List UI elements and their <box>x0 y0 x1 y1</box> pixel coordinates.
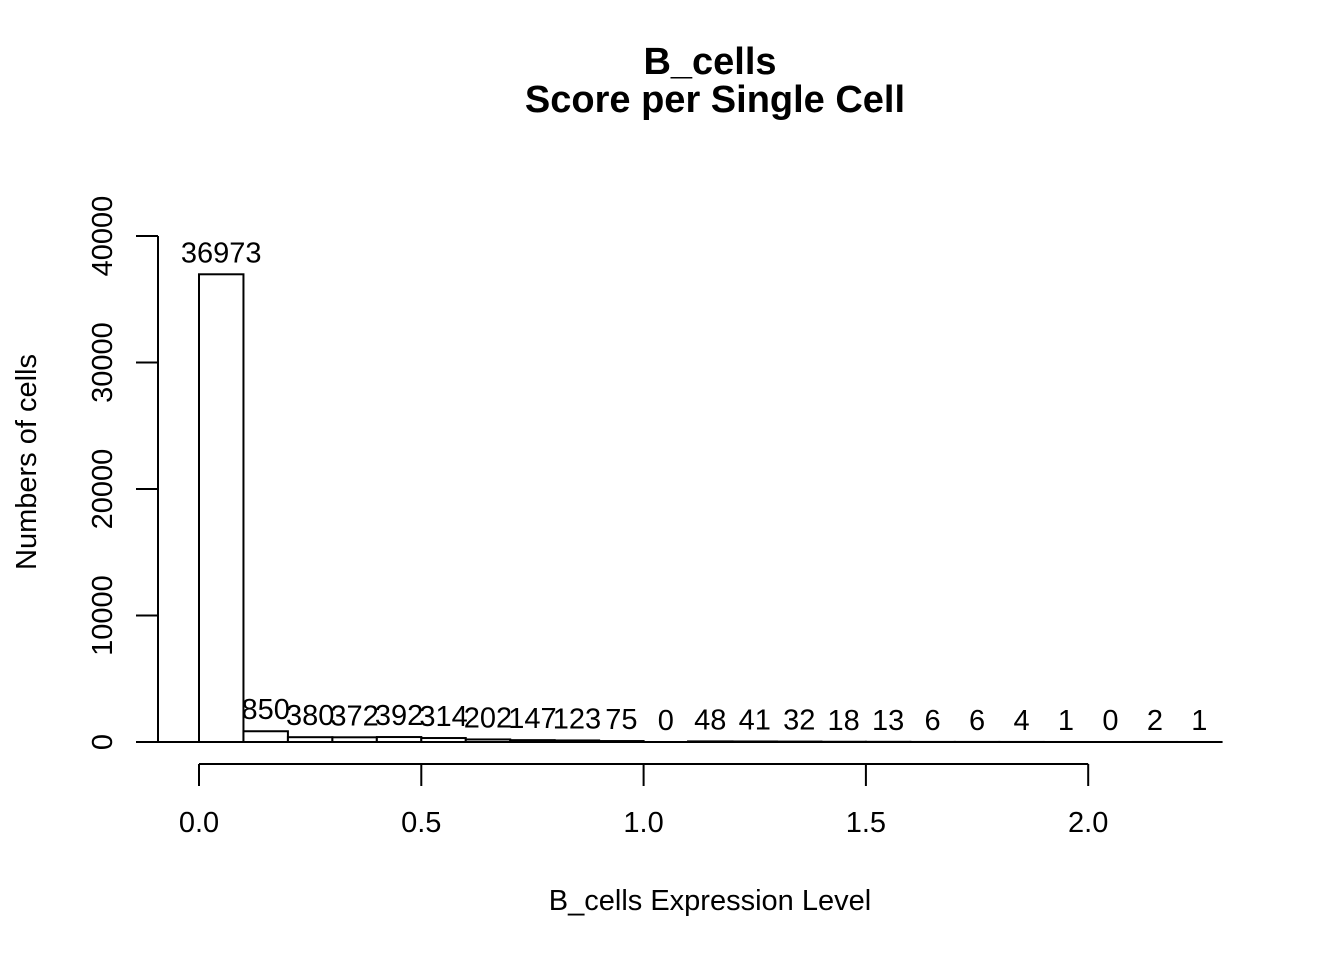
bar-value-label: 18 <box>828 705 860 737</box>
y-axis: 0 10000 20000 30000 40000 <box>87 196 159 750</box>
bar-value-label: 41 <box>739 704 771 736</box>
bar-value-label: 2 <box>1147 705 1163 737</box>
y-tick-label: 40000 <box>87 196 119 277</box>
bar-value-label: 392 <box>375 700 423 732</box>
bar-value-label: 32 <box>783 705 815 737</box>
x-tick-label: 0.5 <box>401 807 441 839</box>
bars-group <box>198 273 1223 744</box>
bar-value-label: 13 <box>872 705 904 737</box>
bar-value-label: 0 <box>658 705 674 737</box>
x-axis: 0.0 0.5 1.0 1.5 2.0 <box>179 763 1108 839</box>
chart-title: B_cells <box>643 41 776 83</box>
bar-value-label: 48 <box>694 704 726 736</box>
y-tick-label: 10000 <box>87 575 119 656</box>
bar-value-label: 123 <box>553 703 601 735</box>
bar-value-label: 202 <box>464 702 512 734</box>
histogram-bar <box>198 273 245 743</box>
bar-value-label: 75 <box>605 704 637 736</box>
y-tick-label: 20000 <box>87 449 119 530</box>
x-tick-label: 2.0 <box>1068 807 1108 839</box>
x-tick-label: 1.0 <box>623 807 663 839</box>
bar-value-label: 6 <box>925 705 941 737</box>
bar-value-label: 372 <box>330 700 378 732</box>
bar-value-label: 314 <box>419 701 467 733</box>
bar-value-label: 6 <box>969 705 985 737</box>
x-tick-label: 0.0 <box>179 807 219 839</box>
chart-subtitle: Score per Single Cell <box>525 79 905 121</box>
y-axis-label: Numbers of cells <box>11 354 43 570</box>
y-tick-label: 0 <box>87 734 119 750</box>
bar-value-label: 4 <box>1013 705 1029 737</box>
bar-value-label: 380 <box>286 700 334 732</box>
x-tick-label: 1.5 <box>846 807 886 839</box>
y-tick-label: 30000 <box>87 322 119 403</box>
bar-value-label: 0 <box>1102 705 1118 737</box>
bar-value-label: 147 <box>508 703 556 735</box>
bar-value-label: 36973 <box>181 237 262 269</box>
bar-value-label: 1 <box>1058 705 1074 737</box>
x-axis-label: B_cells Expression Level <box>549 885 871 917</box>
bar-value-label: 1 <box>1191 705 1207 737</box>
histogram-bar <box>242 730 289 743</box>
bar-value-label: 850 <box>241 694 289 726</box>
